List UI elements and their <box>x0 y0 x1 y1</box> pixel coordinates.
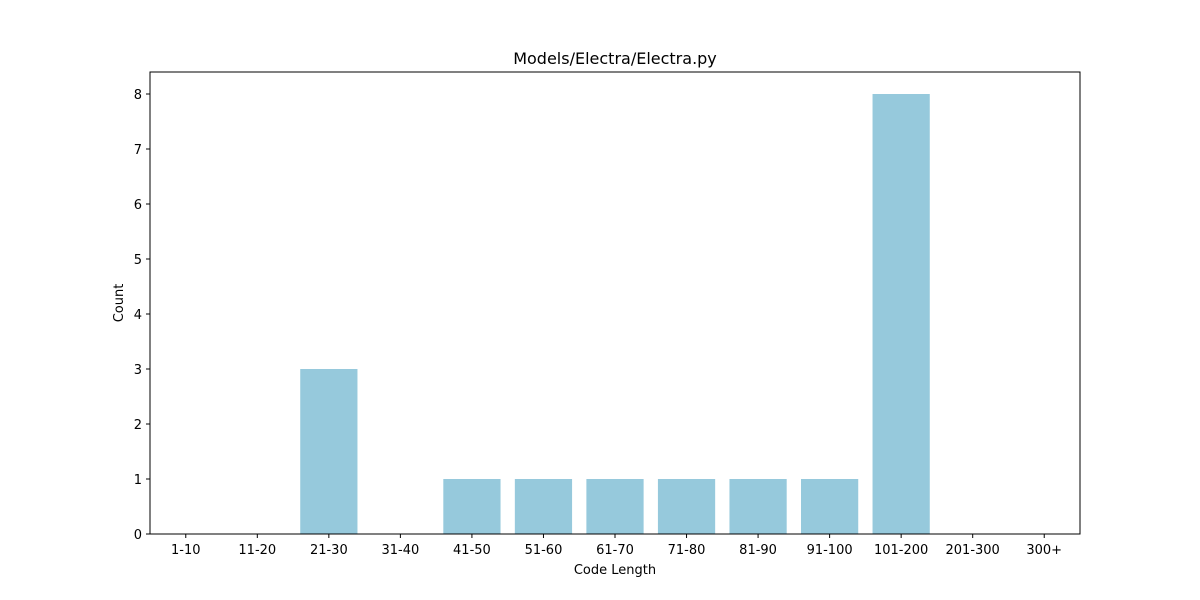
y-axis-ticks: 0 1 2 3 4 5 6 7 8 <box>134 88 150 543</box>
bar-51-60 <box>514 479 573 534</box>
y-tick-label: 4 <box>134 308 142 323</box>
chart-title: Models/Electra/Electra.py <box>513 49 717 68</box>
y-tick-label: 0 <box>134 528 142 543</box>
x-tick-label: 11-20 <box>238 543 276 558</box>
bars-group <box>300 94 930 534</box>
y-tick-label: 6 <box>134 198 142 213</box>
bar-71-80 <box>657 479 716 534</box>
y-tick-label: 3 <box>134 363 142 378</box>
y-axis-label: Count <box>112 284 127 323</box>
x-tick-label: 31-40 <box>381 543 419 558</box>
plot-frame <box>149 71 1081 535</box>
y-tick-label: 2 <box>134 418 142 433</box>
x-tick-label: 71-80 <box>668 543 706 558</box>
y-tick-label: 1 <box>134 473 142 488</box>
x-tick-label: 1-10 <box>171 543 201 558</box>
y-tick-label: 7 <box>134 143 142 158</box>
x-tick-label: 300+ <box>1026 543 1062 558</box>
x-tick-label: 81-90 <box>739 543 777 558</box>
x-tick-label: 21-30 <box>310 543 348 558</box>
x-axis-label: Code Length <box>574 563 656 578</box>
bar-41-50 <box>443 479 501 534</box>
bar-91-100 <box>801 479 859 534</box>
bar-21-30 <box>300 369 358 534</box>
y-tick-label: 5 <box>134 253 142 268</box>
bar-81-90 <box>729 479 787 534</box>
x-tick-label: 51-60 <box>525 543 563 558</box>
y-tick-label: 8 <box>134 88 142 103</box>
x-axis-ticks: 1-10 11-20 21-30 31-40 41-50 51-60 61-70 71-80 8… <box>171 534 1062 558</box>
bar-61-70 <box>586 479 644 534</box>
x-tick-label: 61-70 <box>596 543 634 558</box>
x-tick-label: 91-100 <box>807 543 853 558</box>
x-tick-label: 41-50 <box>453 543 491 558</box>
x-tick-label: 201-300 <box>946 543 1000 558</box>
x-tick-label: 101-200 <box>874 543 928 558</box>
bar-101-200 <box>872 94 930 534</box>
